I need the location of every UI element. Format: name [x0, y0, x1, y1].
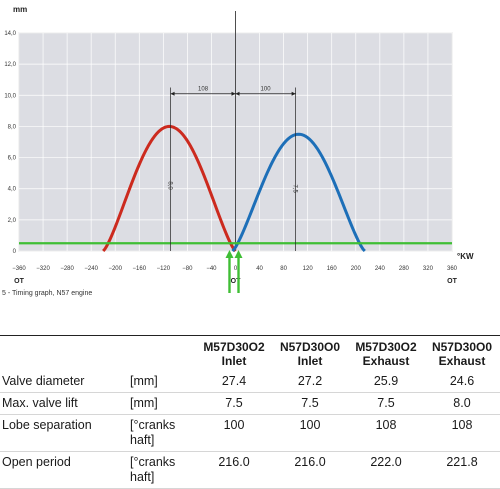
- table-cell: 222.0: [348, 451, 424, 489]
- x-tick-label: 160: [327, 266, 338, 272]
- row-unit: [°cranks haft]: [128, 451, 196, 489]
- x-tick-label: −80: [182, 266, 193, 272]
- y-tick-label: 4,0: [8, 187, 17, 193]
- timing-chart: 0 2,0 4,0 6,0 8,0 10,0 12,0 14,0 mm −360 −320 −280 −…: [4, 5, 474, 293]
- lift-annotation: 7,5: [292, 185, 298, 194]
- ot-label: OT: [231, 278, 241, 285]
- ot-label: OT: [14, 278, 24, 285]
- table-cell: 221.8: [424, 451, 500, 489]
- x-tick-label: 120: [303, 266, 314, 272]
- column-header: M57D30O2 Inlet: [203, 340, 265, 368]
- row-unit: [mm]: [128, 371, 196, 393]
- x-tick-label: 280: [399, 266, 410, 272]
- table-cell: 7.5: [272, 392, 348, 415]
- y-tick-label: 6,0: [8, 156, 17, 162]
- row-unit: [°cranks haft]: [128, 414, 196, 452]
- y-tick-label: 12,0: [4, 62, 16, 68]
- column-header: N57D30O0 Exhaust: [431, 340, 493, 368]
- table-row: Valve diameter [mm] 27.4 27.2 25.9 24.6: [0, 371, 500, 393]
- x-tick-label: −240: [84, 266, 98, 272]
- row-unit: [mm]: [128, 392, 196, 415]
- x-tick-label: 0: [234, 266, 238, 272]
- table-cell: 8.0: [424, 392, 500, 415]
- x-tick-label: 40: [256, 266, 263, 272]
- chart-caption: 5 - Timing graph, N57 engine: [2, 290, 93, 297]
- arrowhead: [231, 91, 236, 96]
- column-header: N57D30O0 Inlet: [279, 340, 341, 368]
- table-cell: 100: [272, 414, 348, 452]
- x-tick-label: 80: [280, 266, 287, 272]
- y-tick-label: 8,0: [8, 124, 17, 130]
- table-cell: 27.2: [272, 371, 348, 393]
- table-cell: 216.0: [196, 451, 272, 489]
- green-arrowhead: [234, 250, 243, 258]
- y-tick-label: 0: [13, 249, 17, 255]
- row-label: Max. valve lift: [0, 392, 128, 415]
- y-axis-label: mm: [13, 5, 27, 14]
- x-tick-label: 320: [423, 266, 434, 272]
- specs-table: M57D30O2 Inlet N57D30O0 Inlet M57D30O2 E…: [0, 340, 500, 489]
- table-cell: 25.9: [348, 371, 424, 393]
- table-row: Lobe separation [°cranks haft] 100 100 1…: [0, 414, 500, 452]
- x-tick-label: −200: [108, 266, 122, 272]
- table-cell: 108: [348, 414, 424, 452]
- column-header: M57D30O2 Exhaust: [355, 340, 417, 368]
- x-tick-label: 240: [375, 266, 386, 272]
- divider: [0, 335, 500, 336]
- table-cell: 7.5: [348, 392, 424, 415]
- ot-label: OT: [447, 278, 457, 285]
- table-cell: 216.0: [272, 451, 348, 489]
- lift-annotation: 8,0: [167, 181, 173, 190]
- x-tick-label: −120: [157, 266, 171, 272]
- x-tick-label: 200: [351, 266, 362, 272]
- table-cell: 27.4: [196, 371, 272, 393]
- x-tick-label: −280: [60, 266, 74, 272]
- green-arrowhead: [225, 250, 234, 258]
- page: 0 2,0 4,0 6,0 8,0 10,0 12,0 14,0 mm −360 −320 −280 −…: [0, 5, 500, 489]
- table-cell: 108: [424, 414, 500, 452]
- x-tick-label: −160: [133, 266, 147, 272]
- arrowhead: [291, 91, 296, 96]
- row-label: Valve diameter: [0, 371, 128, 393]
- table-cell: 7.5: [196, 392, 272, 415]
- table-row: Open period [°cranks haft] 216.0 216.0 2…: [0, 451, 500, 489]
- x-axis-label: °KW: [457, 252, 474, 261]
- arrowhead: [235, 91, 240, 96]
- row-label: Lobe separation: [0, 414, 128, 452]
- separation-label: 100: [261, 87, 272, 93]
- lift-curve: [102, 124, 237, 253]
- table-cell: 24.6: [424, 371, 500, 393]
- table-row: Max. valve lift [mm] 7.5 7.5 7.5 8.0: [0, 392, 500, 415]
- y-tick-label: 14,0: [4, 31, 16, 37]
- x-tick-label: −40: [206, 266, 217, 272]
- y-tick-label: 2,0: [8, 218, 17, 224]
- arrowhead: [170, 91, 175, 96]
- lift-curve: [231, 132, 366, 253]
- table-header-row: M57D30O2 Inlet N57D30O0 Inlet M57D30O2 E…: [0, 340, 500, 371]
- x-tick-label: 360: [447, 266, 458, 272]
- x-tick-label: −360: [12, 266, 26, 272]
- y-tick-label: 10,0: [4, 93, 16, 99]
- table-cell: 100: [196, 414, 272, 452]
- separation-label: 108: [198, 87, 209, 93]
- x-tick-label: −320: [36, 266, 50, 272]
- row-label: Open period: [0, 451, 128, 489]
